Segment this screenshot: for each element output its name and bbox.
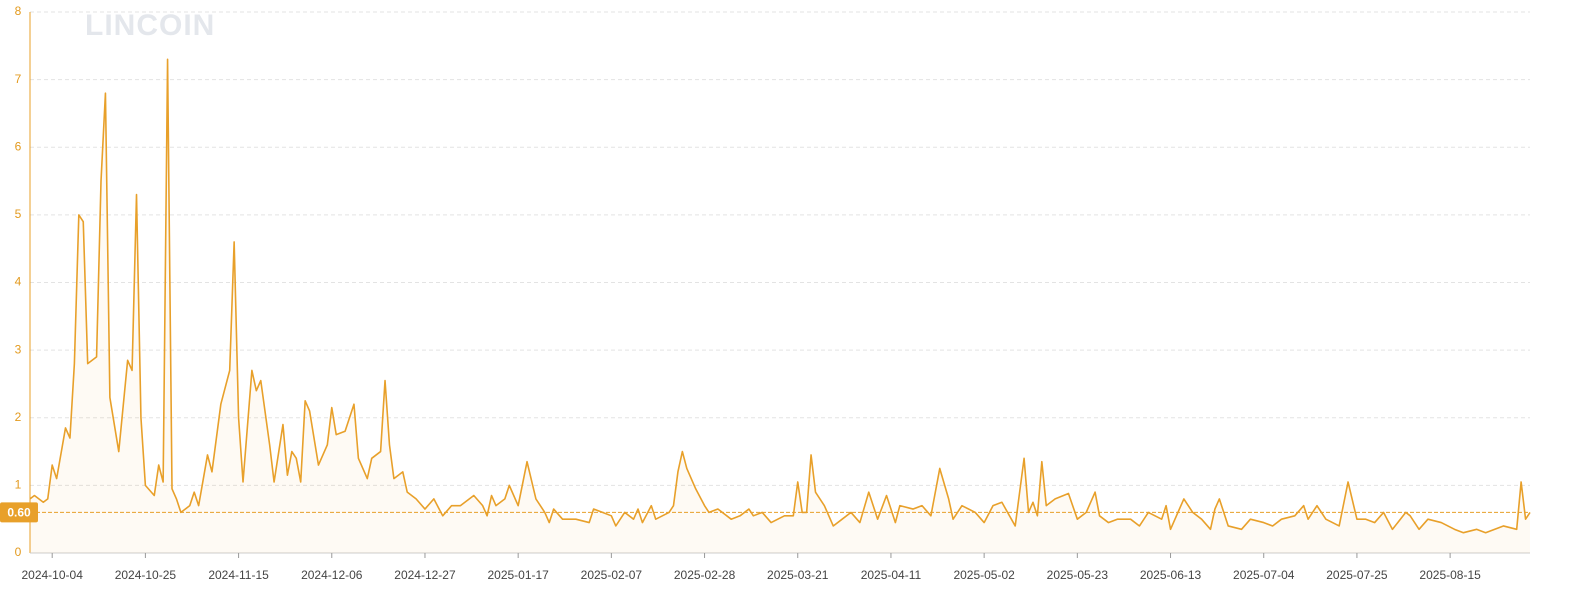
x-tick-label: 2024-12-06 <box>301 568 363 582</box>
area <box>30 59 1530 554</box>
x-tick-label: 2025-05-23 <box>1047 568 1109 582</box>
x-tick-label: 2025-07-25 <box>1326 568 1388 582</box>
y-tick-label: 0 <box>15 545 22 559</box>
reference-label: 0.60 <box>7 506 31 520</box>
x-tick-label: 2025-02-07 <box>581 568 643 582</box>
y-tick-label: 6 <box>15 139 22 153</box>
reference-badge <box>0 502 38 523</box>
x-tick-label: 2025-06-13 <box>1140 568 1202 582</box>
y-tick-label: 2 <box>15 410 22 424</box>
x-tick-label: 2025-02-28 <box>674 568 736 582</box>
x-tick-label: 2025-08-15 <box>1419 568 1481 582</box>
y-tick-label: 1 <box>15 478 22 492</box>
x-tick-label: 2024-11-15 <box>208 568 269 582</box>
x-tick-label: 2025-04-11 <box>861 568 922 582</box>
x-tick-label: 2024-12-27 <box>394 568 456 582</box>
x-tick-label: 2025-03-21 <box>767 568 829 582</box>
y-tick-label: 3 <box>15 342 22 356</box>
line <box>29 58 1531 534</box>
x-tick-label: 2025-07-04 <box>1233 568 1295 582</box>
x-tick-label: 2024-10-04 <box>21 568 83 582</box>
y-tick-label: 7 <box>15 72 22 86</box>
y-tick-label: 5 <box>15 207 22 221</box>
watermark: LINCOIN <box>85 9 215 42</box>
x-tick-label: 2025-05-02 <box>953 568 1015 582</box>
y-tick-label: 4 <box>15 275 22 289</box>
x-tick-label: 2025-01-17 <box>487 568 549 582</box>
x-tick-label: 2024-10-25 <box>115 568 177 582</box>
y-tick-label: 8 <box>15 4 22 18</box>
